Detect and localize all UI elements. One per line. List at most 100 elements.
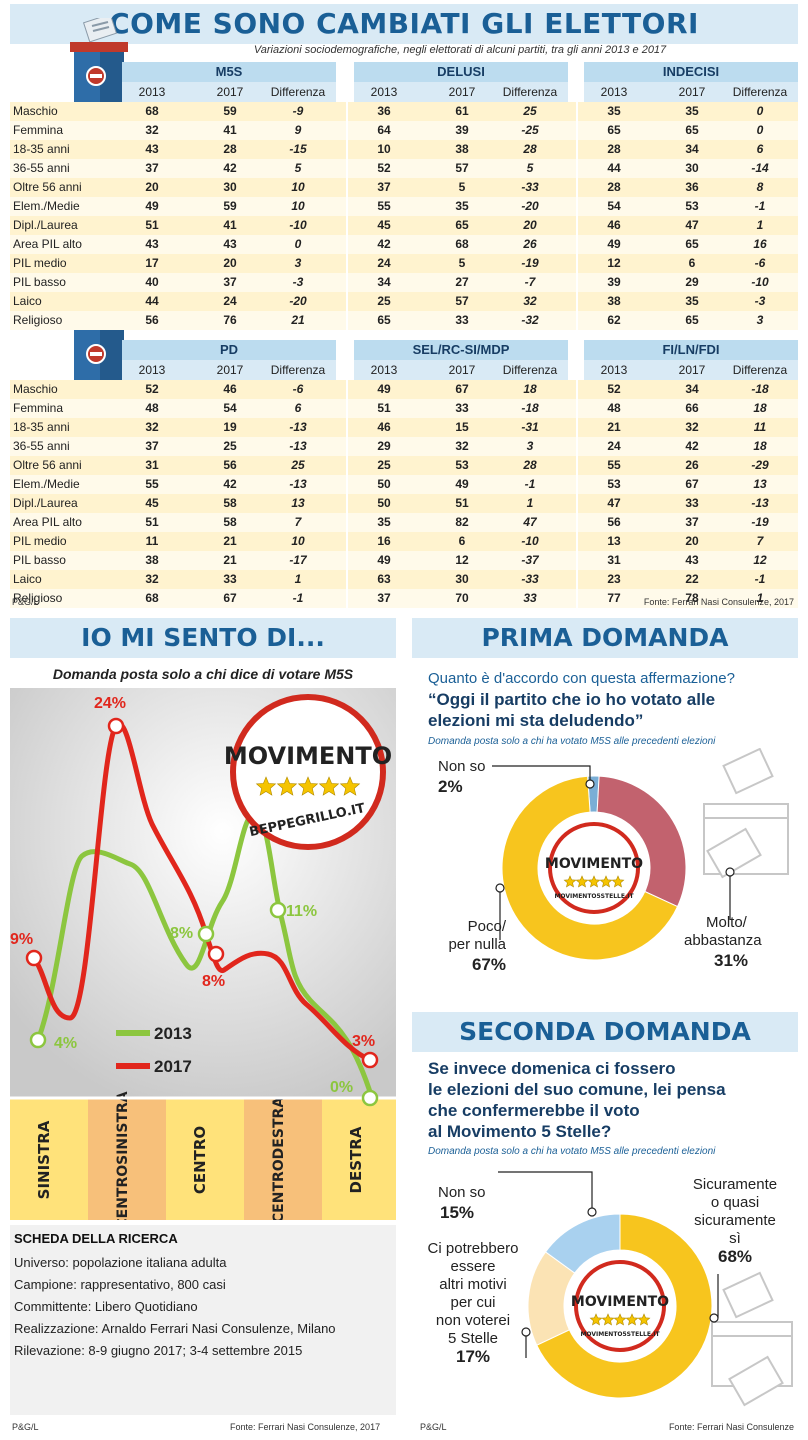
table-row: Elem./Medie 49 59 10 55 35 -20 54 53 -1	[10, 197, 798, 216]
data-point-2017	[361, 1051, 379, 1069]
table-row: Religioso 56 76 21 65 33 -32 62 65 3	[10, 311, 798, 330]
table-cell: 55	[377, 199, 391, 213]
table-cell: 50	[377, 496, 391, 510]
column-header: 2017	[216, 363, 244, 377]
table-cell: 28	[523, 142, 537, 156]
column-header-row: 2013 2017 Differenza	[584, 360, 798, 380]
pie2-label-sicur: Sicuramente	[692, 1176, 778, 1193]
column-header: 2013	[138, 363, 166, 377]
star-icon	[587, 875, 601, 888]
table-cell: 38	[145, 553, 159, 567]
row-label: Area PIL alto	[13, 515, 82, 529]
footer-source: Fonte: Ferrari Nasi Consulenze	[668, 1422, 794, 1432]
table-cell: 20	[145, 180, 159, 194]
table-cell: 0	[294, 237, 302, 251]
data-label-2013: 4%	[54, 1035, 77, 1052]
table-cell: 65	[455, 218, 469, 232]
table-cell: 33	[523, 591, 537, 605]
table-cell: 12	[607, 256, 621, 270]
main-title-bar: COME SONO CAMBIATI GLI ELETTORI	[10, 4, 798, 44]
table-cell: 43	[145, 237, 159, 251]
table-cell: 15	[455, 420, 469, 434]
pie2-label-altri: per cui	[450, 1294, 496, 1311]
table-cell: 66	[685, 401, 699, 415]
table-cell: 3	[294, 256, 302, 270]
category-band	[244, 1098, 322, 1220]
table-cell: -33	[521, 180, 539, 194]
table-cell: 51	[377, 401, 391, 415]
table-cell: 76	[223, 313, 237, 327]
table-cell: -3	[754, 294, 766, 308]
table-cell: 58	[223, 515, 237, 529]
column-header-row: 2013 2017 Differenza	[354, 360, 568, 380]
table-cell: 45	[145, 496, 159, 510]
table-cell: 49	[455, 477, 469, 491]
m5s-logo: MOVIMENTO MOVIMENTO5STELLE.IT	[571, 1260, 669, 1352]
row-label: Religioso	[13, 313, 63, 327]
table-cell: -1	[754, 199, 766, 213]
table-cell: 48	[145, 401, 159, 415]
star-icon	[339, 776, 361, 796]
table-cell: 20	[523, 218, 537, 232]
table-row: Dipl./Laurea 51 41 -10 45 65 20 46 47 1	[10, 216, 798, 235]
table-cell: 44	[607, 161, 621, 175]
table-cell: 56	[145, 313, 159, 327]
table-cell: 41	[223, 218, 237, 232]
row-label: PIL basso	[13, 275, 66, 289]
table-cell: 5	[458, 256, 466, 270]
second-question-line: al Movimento 5 Stelle?	[428, 1122, 612, 1141]
table-cell: 10	[291, 534, 305, 548]
left-section-subtitle: Domanda posta solo a chi dice di votare …	[52, 666, 354, 682]
table-cell: -10	[289, 218, 307, 232]
column-header: 2013	[370, 363, 398, 377]
data-point-2013	[361, 1089, 379, 1107]
table-cell: 29	[377, 439, 391, 453]
pie2-value-sicur: 68%	[717, 1247, 753, 1266]
column-header: 2017	[678, 363, 706, 377]
pie1-label-poco-1: Poco/	[467, 918, 506, 935]
row-label: PIL basso	[13, 553, 66, 567]
star-icon	[318, 776, 340, 796]
table-cell: 35	[685, 294, 699, 308]
table-cell: 1	[294, 572, 302, 586]
table-cell: 59	[223, 199, 237, 213]
table-cell: 10	[291, 180, 305, 194]
table-cell: 31	[145, 458, 159, 472]
table-cell: 24	[223, 294, 237, 308]
group-title: FI/LN/FDI	[584, 340, 798, 360]
column-header-row: 2013 2017 Differenza	[122, 360, 336, 380]
table-cell: 46	[223, 382, 237, 396]
pie2-label-altri: essere	[450, 1258, 496, 1275]
table-cell: 43	[145, 142, 159, 156]
star-icon	[255, 776, 277, 796]
table-cell: 65	[685, 313, 699, 327]
group-title: DELUSI	[354, 62, 568, 82]
table-row: Dipl./Laurea 45 58 13 50 51 1 47 33 -13	[10, 494, 798, 513]
table-cell: 11	[145, 534, 159, 548]
table-cell: 22	[685, 572, 699, 586]
table-cell: 38	[607, 294, 621, 308]
table-cell: 44	[145, 294, 159, 308]
pie1-value-poco: 67%	[471, 955, 506, 974]
category-label: DESTRA	[347, 1126, 365, 1193]
row-label: Elem./Medie	[13, 199, 80, 213]
table-cell: 32	[145, 572, 159, 586]
table-cell: 27	[455, 275, 469, 289]
table-cell: 33	[455, 313, 469, 327]
table-cell: 41	[223, 123, 237, 137]
pie2-label-sicur: o quasi	[710, 1194, 760, 1211]
table-row: Maschio 52 46 -6 49 67 18 52 34 -18	[10, 380, 798, 399]
table-cell: 39	[455, 123, 469, 137]
legend-2013: 2013	[154, 1024, 192, 1043]
m5s-logo: MOVIMENTO BEPPEGRILLO.IT	[224, 694, 392, 850]
table-row: Femmina 32 41 9 64 39 -25 65 65 0	[10, 121, 798, 140]
table-cell: 51	[145, 515, 159, 529]
table-row: PIL basso 38 21 -17 49 12 -37 31 43 12	[10, 551, 798, 570]
table-cell: 10	[377, 142, 391, 156]
table-cell: 1	[526, 496, 534, 510]
research-line: Realizzazione: Arnaldo Ferrari Nasi Cons…	[14, 1321, 336, 1336]
second-question-line: Se invece domenica ci fossero	[428, 1059, 676, 1078]
column-header-row: 2013 2017 Differenza	[584, 82, 798, 102]
table-cell: 46	[607, 218, 621, 232]
row-label: 36-55 anni	[13, 161, 70, 175]
